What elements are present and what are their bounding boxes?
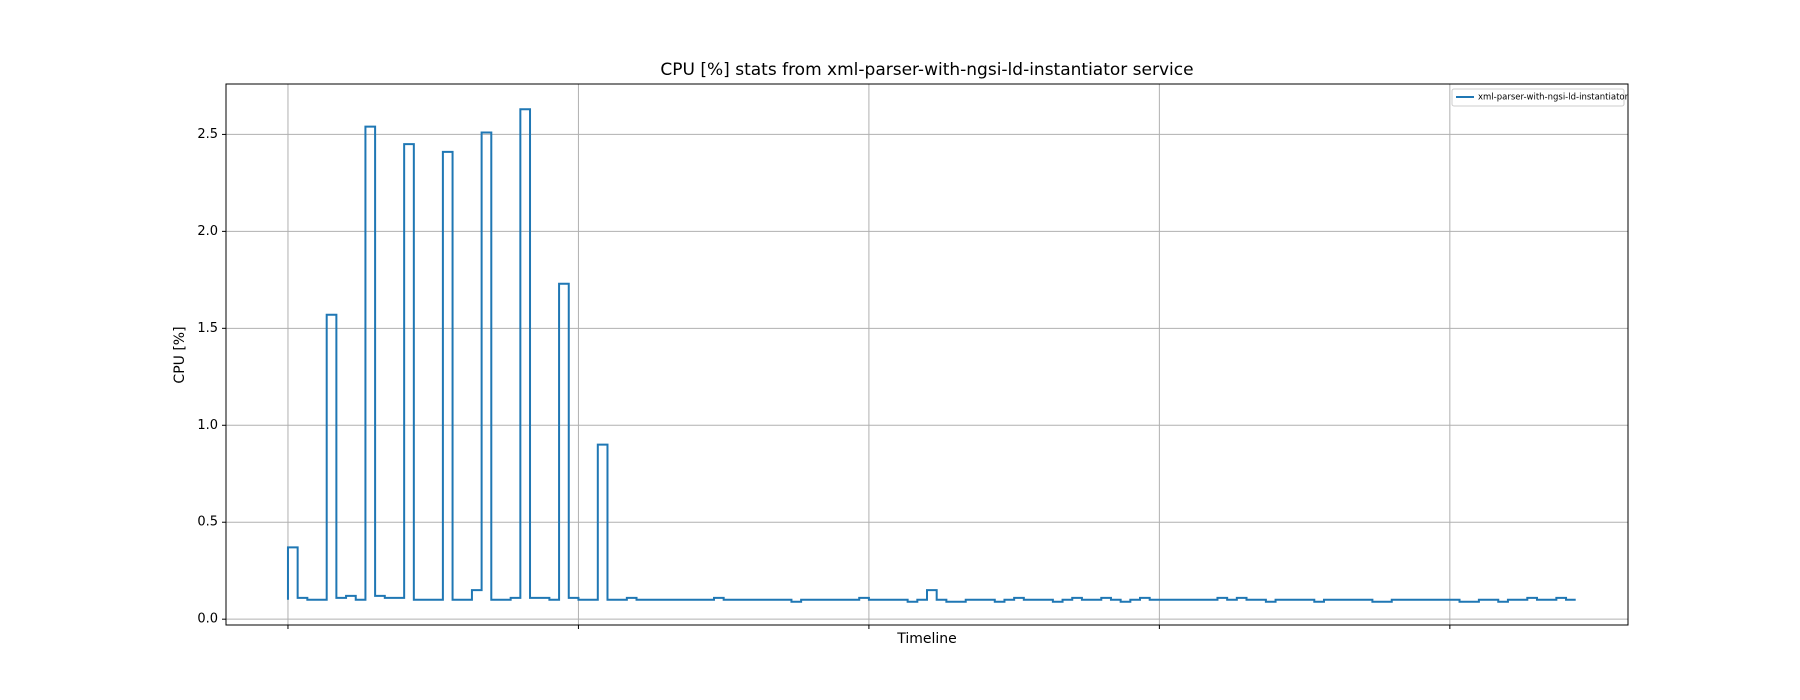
y-tick-label: 0.5 — [197, 515, 218, 530]
y-tick-label: 0.0 — [197, 612, 218, 627]
y-axis-label: CPU [%] — [172, 326, 188, 383]
legend-box — [1451, 88, 1625, 107]
y-tick-label: 1.5 — [197, 321, 218, 336]
y-tick-label: 2.5 — [197, 127, 218, 142]
legend-label: xml-parser-with-ngsi-ld-instantiator — [1478, 93, 1629, 103]
plot-frame — [225, 83, 1629, 626]
chart-title: CPU [%] stats from xml-parser-with-ngsi-… — [660, 60, 1193, 80]
series-line — [286, 108, 1576, 603]
y-tick-label: 1.0 — [197, 418, 218, 433]
x-axis-label: Timeline — [896, 631, 957, 647]
y-tick-label: 2.0 — [197, 224, 218, 239]
